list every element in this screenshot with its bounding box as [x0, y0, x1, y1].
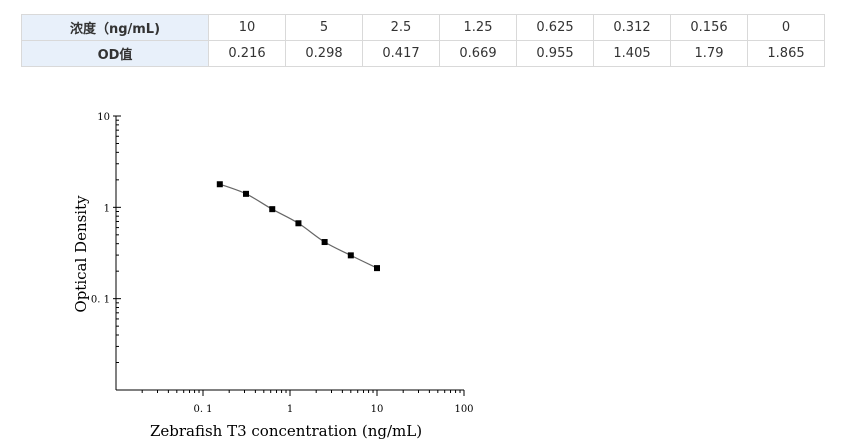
standard-curve-table: 浓度（ng/mL) 10 5 2.5 1.25 0.625 0.312 0.15…	[21, 14, 825, 67]
data-point	[321, 239, 328, 246]
concentration-cell: 10	[208, 14, 286, 41]
data-point	[242, 190, 249, 197]
data-point	[347, 252, 354, 259]
concentration-cell: 2.5	[362, 14, 440, 41]
y-axis-ticks: 0. 1 1 10	[91, 112, 121, 364]
od-cell: 0.298	[285, 40, 363, 67]
concentration-cell: 0.312	[593, 14, 671, 41]
od-row: OD值 0.216 0.298 0.417 0.669 0.955 1.405 …	[21, 40, 825, 67]
data-point	[374, 265, 380, 272]
x-axis-title: Zebrafish T3 concentration (ng/mL)	[150, 422, 422, 440]
od-cell: 0.417	[362, 40, 440, 67]
y-tick-label: 0. 1	[91, 295, 110, 306]
y-axis-title: Optical Density	[72, 195, 90, 313]
x-tick-label: 100	[454, 404, 473, 415]
concentration-row: 浓度（ng/mL) 10 5 2.5 1.25 0.625 0.312 0.15…	[21, 14, 825, 41]
od-cell: 1.79	[670, 40, 748, 67]
chart-axes	[115, 116, 464, 391]
data-points	[216, 181, 380, 272]
concentration-cell: 5	[285, 14, 363, 41]
concentration-cell: 0.156	[670, 14, 748, 41]
od-cell: 0.669	[439, 40, 517, 67]
x-tick-label: 0. 1	[193, 404, 212, 415]
data-point	[295, 220, 302, 227]
x-tick-label: 1	[287, 404, 293, 415]
od-cell: 1.405	[593, 40, 671, 67]
od-cell: 1.865	[747, 40, 825, 67]
y-tick-label: 10	[97, 112, 110, 123]
y-tick-label: 1	[104, 203, 110, 214]
od-cell: 0.955	[516, 40, 594, 67]
od-header: OD值	[21, 40, 209, 67]
data-point	[269, 206, 276, 213]
data-point	[216, 181, 223, 188]
concentration-header: 浓度（ng/mL)	[21, 14, 209, 41]
od-cell: 0.216	[208, 40, 286, 67]
x-axis-ticks: 0. 1 1 10 100	[141, 390, 474, 415]
x-tick-label: 10	[371, 404, 384, 415]
